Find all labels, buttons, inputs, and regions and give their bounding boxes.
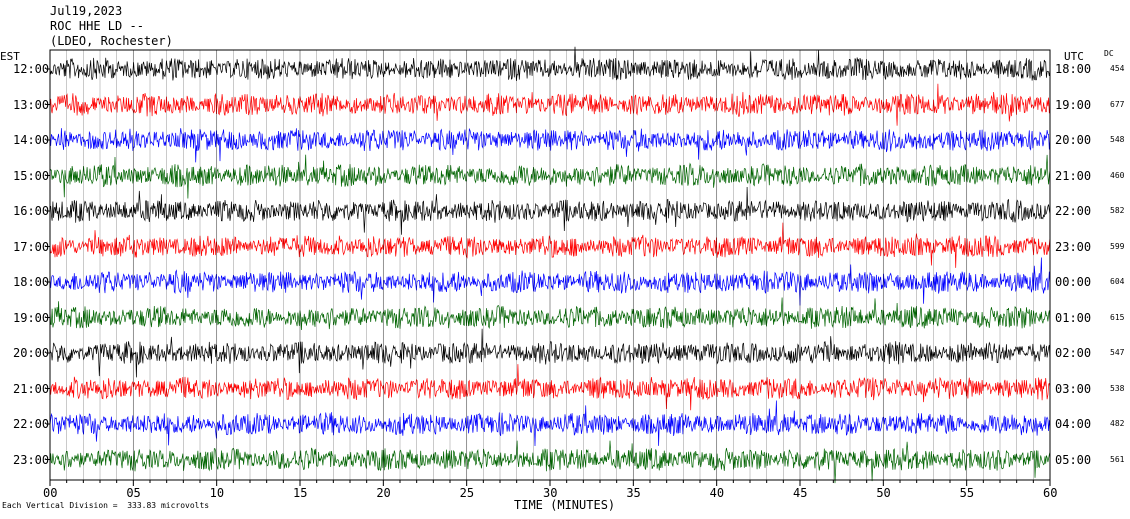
utc-time-label: 02:00 xyxy=(1055,346,1092,360)
est-time-label: 21:00 xyxy=(13,381,50,396)
x-tick-label: 20 xyxy=(376,486,391,500)
dc-value-label: 677 xyxy=(1110,99,1125,109)
est-time-label: 15:00 xyxy=(13,168,50,183)
dc-value-label: 604 xyxy=(1110,277,1125,286)
x-axis-label: TIME (MINUTES) xyxy=(514,498,616,512)
x-tick-label: 15 xyxy=(293,486,308,500)
x-tick-label: 05 xyxy=(126,486,141,500)
utc-time-label: 23:00 xyxy=(1055,239,1092,254)
utc-time-label: 00:00 xyxy=(1055,275,1092,289)
utc-time-label: 18:00 xyxy=(1055,62,1092,76)
dc-value-label: 454 xyxy=(1110,64,1125,73)
est-time-label: 16:00 xyxy=(13,204,50,218)
utc-time-label: 03:00 xyxy=(1055,381,1092,396)
est-time-label: 14:00 xyxy=(13,133,50,147)
dc-value-label: 561 xyxy=(1110,454,1125,464)
est-time-label: 17:00 xyxy=(13,239,50,254)
dc-value-label: 460 xyxy=(1110,170,1125,180)
dc-value-label: 582 xyxy=(1110,206,1125,215)
x-tick-label: 40 xyxy=(709,486,725,500)
x-tick-label: 60 xyxy=(1043,486,1058,500)
utc-time-label: 01:00 xyxy=(1055,310,1092,325)
utc-time-label: 20:00 xyxy=(1055,133,1092,147)
date-label: Jul19,2023 xyxy=(50,4,123,18)
utc-time-label: 21:00 xyxy=(1055,168,1092,183)
grid-lines xyxy=(46,49,1051,486)
est-time-label: 18:00 xyxy=(13,275,50,289)
dc-axis-title: DC xyxy=(1104,49,1114,58)
x-tick-label: 55 xyxy=(959,486,975,500)
dc-value-label: 547 xyxy=(1110,348,1125,357)
x-tick-label: 30 xyxy=(543,486,558,500)
dc-value-label: 599 xyxy=(1110,241,1125,251)
dc-value-label: 548 xyxy=(1110,135,1125,144)
dc-value-label: 615 xyxy=(1110,312,1125,322)
plot-frame xyxy=(49,49,1051,481)
dc-value-label: 538 xyxy=(1110,383,1125,393)
est-time-label: 19:00 xyxy=(13,310,50,325)
utc-time-label: 04:00 xyxy=(1055,417,1092,431)
est-time-label: 13:00 xyxy=(13,97,50,112)
est-time-label: 20:00 xyxy=(13,346,50,360)
est-time-label: 23:00 xyxy=(13,452,50,467)
est-time-label: 22:00 xyxy=(13,417,50,431)
x-tick-label: 25 xyxy=(459,486,475,500)
utc-axis-title: UTC xyxy=(1064,50,1084,63)
dc-value-label: 482 xyxy=(1110,419,1125,428)
est-time-label: 12:00 xyxy=(13,62,50,76)
utc-time-label: 19:00 xyxy=(1055,97,1092,112)
scale-footer: Each Vertical Division = 333.83 microvol… xyxy=(2,501,210,510)
x-tick-label: 35 xyxy=(626,486,641,500)
network-label: (LDEO, Rochester) xyxy=(50,34,173,48)
x-tick-label: 45 xyxy=(793,486,808,500)
est-axis-title: EST xyxy=(0,50,20,63)
x-tick-label: 10 xyxy=(209,486,225,500)
utc-time-label: 05:00 xyxy=(1055,452,1092,467)
x-tick-label: 00 xyxy=(43,486,58,500)
utc-time-label: 22:00 xyxy=(1055,204,1092,218)
station-label: ROC HHE LD -- xyxy=(50,19,144,33)
x-tick-label: 50 xyxy=(876,486,891,500)
